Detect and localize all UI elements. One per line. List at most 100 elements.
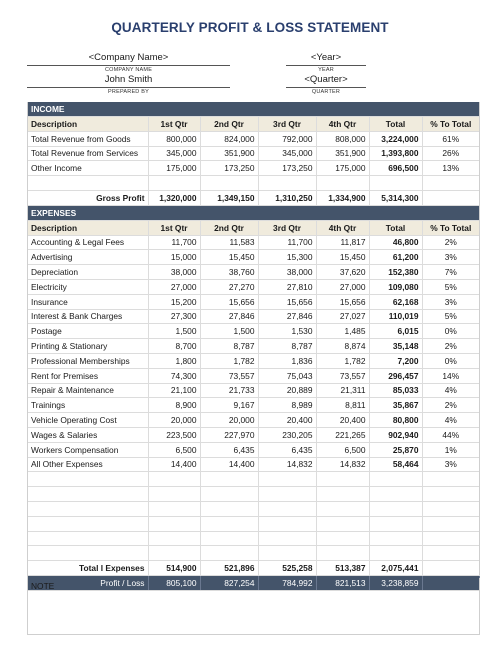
qtr-cell[interactable]: 27,000 xyxy=(148,279,201,295)
percent-cell[interactable]: 44% xyxy=(422,427,480,443)
empty-cell[interactable] xyxy=(148,531,201,547)
percent-cell[interactable] xyxy=(422,575,480,591)
row-label[interactable]: Wages & Salaries xyxy=(28,427,149,443)
empty-cell[interactable] xyxy=(28,531,149,547)
qtr-cell[interactable]: 8,874 xyxy=(316,338,370,354)
empty-cell[interactable] xyxy=(369,531,423,547)
row-label[interactable]: Gross Profit xyxy=(28,190,149,206)
qtr-cell[interactable]: 20,400 xyxy=(258,412,317,428)
qtr-cell[interactable]: 74,300 xyxy=(148,368,201,384)
qtr-cell[interactable]: 513,387 xyxy=(316,560,370,576)
qtr-cell[interactable]: 14,400 xyxy=(200,457,259,473)
empty-cell[interactable] xyxy=(28,471,149,488)
qtr-cell[interactable]: 20,400 xyxy=(316,412,370,428)
qtr-cell[interactable]: 38,000 xyxy=(148,264,201,280)
total-cell[interactable]: 35,867 xyxy=(369,397,423,414)
qtr-cell[interactable]: 221,265 xyxy=(316,427,370,443)
qtr-cell[interactable]: 11,700 xyxy=(148,235,201,251)
qtr-cell[interactable]: 1,530 xyxy=(258,323,317,340)
qtr-cell[interactable]: 9,167 xyxy=(200,397,259,414)
qtr-cell[interactable]: 11,700 xyxy=(258,235,317,251)
percent-cell[interactable]: 61% xyxy=(422,131,480,147)
empty-cell[interactable] xyxy=(422,501,480,517)
empty-cell[interactable] xyxy=(316,501,370,517)
empty-cell[interactable] xyxy=(28,486,149,502)
qtr-cell[interactable]: 15,656 xyxy=(316,294,370,310)
empty-cell[interactable] xyxy=(200,486,259,502)
qtr-cell[interactable]: 15,300 xyxy=(258,249,317,266)
empty-cell[interactable] xyxy=(316,175,370,191)
qtr-cell[interactable]: 11,583 xyxy=(200,235,259,251)
qtr-cell[interactable]: 14,832 xyxy=(316,457,370,473)
empty-cell[interactable] xyxy=(148,516,201,532)
total-cell[interactable]: 296,457 xyxy=(369,368,423,384)
qtr-cell[interactable]: 1,349,150 xyxy=(200,190,259,206)
qtr-cell[interactable]: 800,000 xyxy=(148,131,201,147)
empty-cell[interactable] xyxy=(258,531,317,547)
qtr-cell[interactable]: 15,200 xyxy=(148,294,201,310)
empty-cell[interactable] xyxy=(369,486,423,502)
empty-cell[interactable] xyxy=(316,531,370,547)
qtr-cell[interactable]: 227,970 xyxy=(200,427,259,443)
percent-cell[interactable]: 3% xyxy=(422,294,480,310)
percent-cell[interactable]: 5% xyxy=(422,309,480,325)
qtr-cell[interactable]: 8,989 xyxy=(258,397,317,414)
percent-cell[interactable]: 2% xyxy=(422,235,480,251)
empty-cell[interactable] xyxy=(316,486,370,502)
row-label[interactable]: Printing & Stationary xyxy=(28,338,149,354)
row-label[interactable]: Advertising xyxy=(28,249,149,266)
qtr-cell[interactable]: 6,435 xyxy=(200,442,259,458)
qtr-cell[interactable]: 11,817 xyxy=(316,235,370,251)
qtr-cell[interactable]: 230,205 xyxy=(258,427,317,443)
percent-cell[interactable]: 0% xyxy=(422,353,480,369)
qtr-cell[interactable]: 1,310,250 xyxy=(258,190,317,206)
year-field[interactable]: <Year> YEAR xyxy=(286,52,366,74)
total-cell[interactable]: 6,015 xyxy=(369,323,423,340)
quarter-field[interactable]: <Quarter> QUARTER xyxy=(286,74,366,96)
percent-cell[interactable]: 0% xyxy=(422,323,480,340)
qtr-cell[interactable]: 8,811 xyxy=(316,397,370,414)
empty-cell[interactable] xyxy=(28,501,149,517)
qtr-cell[interactable]: 73,557 xyxy=(200,368,259,384)
qtr-cell[interactable]: 1,836 xyxy=(258,353,317,369)
qtr-cell[interactable]: 38,000 xyxy=(258,264,317,280)
empty-cell[interactable] xyxy=(200,531,259,547)
qtr-cell[interactable]: 1,782 xyxy=(200,353,259,369)
empty-cell[interactable] xyxy=(316,471,370,488)
total-cell[interactable]: 62,168 xyxy=(369,294,423,310)
total-cell[interactable]: 61,200 xyxy=(369,249,423,266)
percent-cell[interactable]: 3% xyxy=(422,249,480,266)
qtr-cell[interactable]: 27,846 xyxy=(200,309,259,325)
empty-cell[interactable] xyxy=(369,471,423,488)
qtr-cell[interactable]: 525,258 xyxy=(258,560,317,576)
qtr-cell[interactable]: 27,300 xyxy=(148,309,201,325)
empty-cell[interactable] xyxy=(28,545,149,562)
qtr-cell[interactable]: 20,000 xyxy=(200,412,259,428)
prepared-by-field[interactable]: John Smith PREPARED BY xyxy=(27,74,230,96)
qtr-cell[interactable]: 8,700 xyxy=(148,338,201,354)
qtr-cell[interactable]: 175,000 xyxy=(316,160,370,177)
empty-cell[interactable] xyxy=(422,516,480,532)
empty-cell[interactable] xyxy=(258,486,317,502)
qtr-cell[interactable]: 20,000 xyxy=(148,412,201,428)
qtr-cell[interactable]: 6,500 xyxy=(148,442,201,458)
qtr-cell[interactable]: 805,100 xyxy=(148,575,201,591)
row-label[interactable]: Total l Expenses xyxy=(28,560,149,576)
row-label[interactable]: Accounting & Legal Fees xyxy=(28,235,149,251)
qtr-cell[interactable]: 27,027 xyxy=(316,309,370,325)
total-cell[interactable]: 152,380 xyxy=(369,264,423,280)
percent-cell[interactable]: 13% xyxy=(422,160,480,177)
empty-cell[interactable] xyxy=(316,545,370,562)
total-cell[interactable]: 58,464 xyxy=(369,457,423,473)
percent-cell[interactable]: 4% xyxy=(422,412,480,428)
total-cell[interactable]: 80,800 xyxy=(369,412,423,428)
row-label[interactable]: Repair & Maintenance xyxy=(28,383,149,399)
empty-cell[interactable] xyxy=(200,175,259,191)
row-label[interactable]: Total Revenue from Services xyxy=(28,146,149,162)
row-label[interactable]: Vehicle Operating Cost xyxy=(28,412,149,428)
total-cell[interactable]: 5,314,300 xyxy=(369,190,423,206)
empty-cell[interactable] xyxy=(148,501,201,517)
empty-cell[interactable] xyxy=(369,516,423,532)
row-label[interactable]: All Other Expenses xyxy=(28,457,149,473)
qtr-cell[interactable]: 21,311 xyxy=(316,383,370,399)
